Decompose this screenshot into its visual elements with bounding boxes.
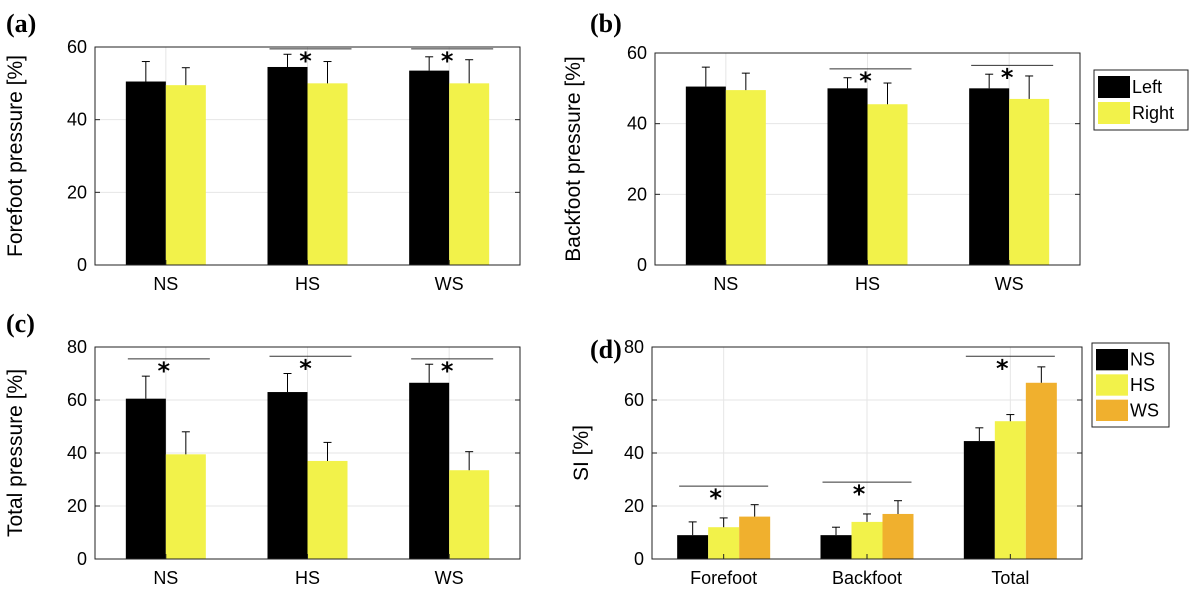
y-tick-label: 40 bbox=[627, 114, 647, 134]
significance-asterisk: * bbox=[709, 484, 722, 512]
bar-right-hs bbox=[307, 460, 348, 559]
bar-right-ws bbox=[1009, 98, 1050, 265]
y-tick-label: 40 bbox=[67, 443, 87, 463]
bar-right-ns bbox=[165, 454, 206, 559]
bar-left-ns bbox=[125, 398, 166, 559]
x-tick-label: HS bbox=[855, 274, 880, 294]
legend-swatch-ws bbox=[1096, 399, 1128, 421]
x-tick-label: HS bbox=[295, 274, 320, 294]
bar-ws-backfoot bbox=[882, 513, 914, 559]
y-tick-label: 0 bbox=[634, 549, 644, 569]
y-tick-label: 20 bbox=[627, 184, 647, 204]
x-tick-label: NS bbox=[153, 568, 178, 588]
significance-asterisk: * bbox=[996, 354, 1009, 382]
panel-label: (b) bbox=[590, 9, 622, 38]
y-tick-label: 20 bbox=[67, 182, 87, 202]
bar-right-hs bbox=[867, 104, 908, 265]
bar-left-ns bbox=[125, 81, 166, 266]
x-tick-label: WS bbox=[435, 568, 464, 588]
bar-ns-total bbox=[963, 441, 995, 559]
bar-left-hs bbox=[267, 66, 308, 265]
legend-label-ns: NS bbox=[1130, 350, 1155, 370]
significance-asterisk: * bbox=[158, 357, 171, 385]
significance-asterisk: * bbox=[441, 47, 454, 75]
bar-right-ws bbox=[449, 470, 490, 559]
legend: NS HS WS bbox=[1091, 342, 1170, 428]
significance-asterisk: * bbox=[299, 47, 312, 75]
legend-label-ws: WS bbox=[1130, 400, 1159, 420]
bar-right-ns bbox=[165, 85, 206, 266]
significance-asterisk: * bbox=[299, 354, 312, 382]
x-tick-label: WS bbox=[995, 274, 1024, 294]
y-tick-label: 40 bbox=[624, 443, 644, 463]
bar-right-hs bbox=[307, 83, 348, 265]
legend-swatch-ns bbox=[1096, 349, 1128, 371]
y-tick-label: 60 bbox=[624, 390, 644, 410]
y-tick-label: 20 bbox=[67, 496, 87, 516]
y-tick-label: 80 bbox=[67, 337, 87, 357]
bar-ws-forefoot bbox=[739, 516, 771, 559]
bar-ns-forefoot bbox=[677, 535, 709, 559]
significance-asterisk: * bbox=[853, 480, 866, 508]
panel-d: * * * 0 20 40 60 80 Forefoot Backfoot Total SI [%] (… bbox=[570, 335, 1170, 588]
legend-swatch-right bbox=[1098, 102, 1130, 124]
y-tick-label: 60 bbox=[627, 43, 647, 63]
y-tick-label: 40 bbox=[67, 110, 87, 130]
panel-a: * * 0 20 40 60 NS HS WS Forefoot pressure [%] (a) bbox=[4, 9, 521, 294]
bar-left-ns bbox=[685, 86, 726, 265]
y-tick-label: 0 bbox=[77, 255, 87, 275]
bar-left-ws bbox=[409, 382, 450, 559]
bar-left-hs bbox=[827, 88, 868, 265]
y-axis-label: Backfoot pressure [%] bbox=[562, 56, 585, 261]
legend-label-right: Right bbox=[1132, 103, 1174, 123]
x-tick-label: WS bbox=[435, 274, 464, 294]
y-tick-label: 60 bbox=[67, 390, 87, 410]
x-tick-label: Forefoot bbox=[690, 568, 757, 588]
x-tick-label: NS bbox=[153, 274, 178, 294]
bar-hs-backfoot bbox=[851, 521, 883, 559]
panel-b: * * 0 20 40 60 NS HS WS Backfoot pressure [%](b) L… bbox=[562, 9, 1189, 294]
legend-swatch-hs bbox=[1096, 374, 1128, 396]
y-tick-label: 0 bbox=[77, 549, 87, 569]
y-axis-label: Total pressure [%] bbox=[4, 369, 27, 537]
panel-c: * * * 0 20 40 60 80 NS HS WS Total pressure [%] (c) bbox=[4, 309, 521, 588]
significance-asterisk: * bbox=[1001, 63, 1014, 91]
x-tick-label: Total bbox=[991, 568, 1029, 588]
bar-right-ns bbox=[725, 90, 766, 265]
y-tick-label: 20 bbox=[624, 496, 644, 516]
bar-hs-forefoot bbox=[708, 527, 740, 559]
bar-right-ws bbox=[449, 83, 490, 265]
y-axis-label: Forefoot pressure [%] bbox=[4, 55, 27, 257]
y-tick-label: 0 bbox=[637, 255, 647, 275]
x-tick-label: NS bbox=[713, 274, 738, 294]
y-tick-label: 60 bbox=[67, 37, 87, 57]
legend-label-hs: HS bbox=[1130, 375, 1155, 395]
legend-label-left: Left bbox=[1132, 77, 1162, 97]
bar-ws-total bbox=[1025, 382, 1057, 559]
bar-hs-total bbox=[994, 421, 1026, 559]
bar-left-ws bbox=[969, 88, 1010, 265]
panel-label: (d) bbox=[590, 335, 622, 364]
y-tick-label: 80 bbox=[624, 337, 644, 357]
bar-left-hs bbox=[267, 392, 308, 559]
bar-ns-backfoot bbox=[820, 535, 852, 559]
legend: Left Right bbox=[1093, 69, 1189, 131]
x-tick-label: HS bbox=[295, 568, 320, 588]
bar-left-ws bbox=[409, 70, 450, 265]
panel-label: (c) bbox=[6, 309, 35, 338]
legend-swatch-left bbox=[1098, 76, 1130, 98]
x-tick-label: Backfoot bbox=[832, 568, 902, 588]
panel-label: (a) bbox=[6, 9, 36, 38]
y-axis-label: SI [%] bbox=[570, 425, 593, 481]
significance-asterisk: * bbox=[859, 67, 872, 95]
significance-asterisk: * bbox=[441, 357, 454, 385]
